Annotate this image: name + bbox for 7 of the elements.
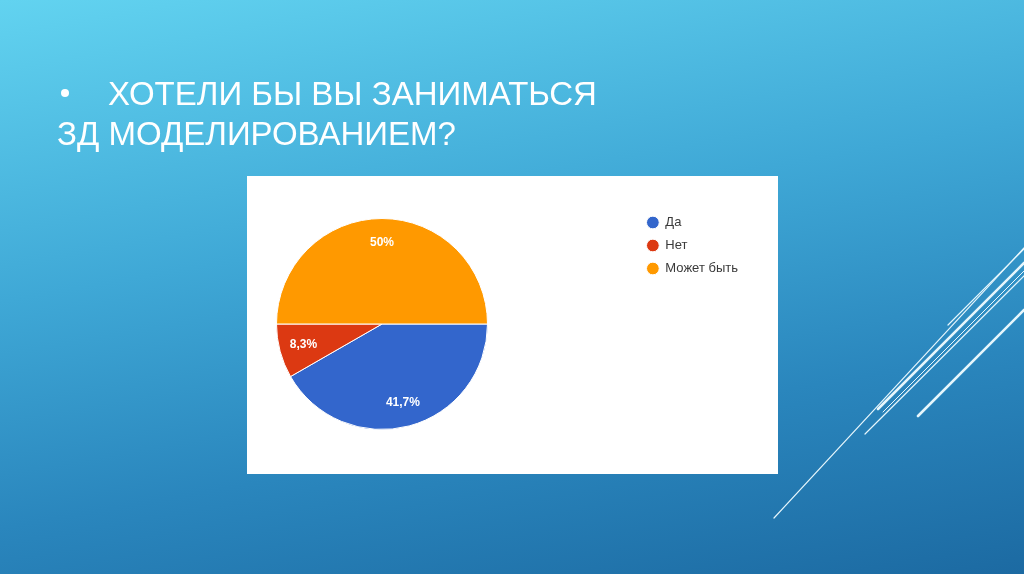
legend-label: Нет [665,237,688,253]
data-label: 8,3% [289,337,318,352]
data-label: 50% [369,235,395,250]
legend-label: Да [665,214,683,230]
chart-title: ХОТЕЛИ БЫ ВЫ ЗАНИМАТЬСЯ ЗД МОДЕЛИРОВАНИЕМ? [57,74,598,154]
legend-label: Может быть [665,260,739,276]
data-label: 41,7% [385,394,421,409]
